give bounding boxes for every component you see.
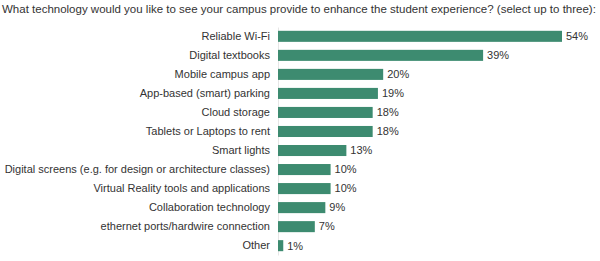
bar <box>278 183 331 194</box>
data-label: 1% <box>287 240 303 252</box>
bar <box>278 240 283 251</box>
bar <box>278 164 331 175</box>
bar <box>278 126 373 137</box>
plot: Reliable Wi-Fi Digital textbooks Mobile ca… <box>5 28 589 256</box>
tick: App-based (smart) parking <box>140 87 270 99</box>
data-label: 10% <box>335 163 357 175</box>
data-label: 7% <box>319 220 335 232</box>
y-axis: Reliable Wi-Fi Digital textbooks Mobile ca… <box>5 28 279 256</box>
data-label: 39% <box>487 49 509 61</box>
tick-label: Digital screens (e.g. for design or arch… <box>5 163 270 175</box>
data-label: 18% <box>377 106 399 118</box>
tick-label: Digital textbooks <box>189 49 270 61</box>
tick: Reliable Wi-Fi <box>202 30 270 42</box>
data-label: 13% <box>350 144 372 156</box>
tick-label: Virtual Reality tools and applications <box>93 182 270 194</box>
tick-label: Tablets or Laptops to rent <box>146 125 270 137</box>
tick: Digital textbooks <box>189 49 270 61</box>
bar <box>278 50 483 61</box>
tick: Mobile campus app <box>175 68 270 80</box>
tick: ethernet ports/hardwire connection <box>101 220 270 232</box>
title: What technology would you like to see yo… <box>2 3 596 15</box>
bar <box>278 69 383 80</box>
tick-label: Reliable Wi-Fi <box>202 30 270 42</box>
data-label: 10% <box>335 182 357 194</box>
bar <box>278 88 378 99</box>
bar <box>278 31 562 42</box>
tick: Collaboration technology <box>149 201 271 213</box>
tick-label: Smart lights <box>212 144 271 156</box>
data-label: 20% <box>387 68 409 80</box>
tick: Digital screens (e.g. for design or arch… <box>5 163 270 175</box>
tick: Other <box>242 239 270 251</box>
tick: Smart lights <box>212 144 271 156</box>
chart: What technology would you like to see yo… <box>0 0 600 261</box>
tick-label: ethernet ports/hardwire connection <box>101 220 270 232</box>
bar <box>278 202 325 213</box>
bar <box>278 221 315 232</box>
data-label: 18% <box>377 125 399 137</box>
data-labels: 54% 39% 20% 19% 18% 18% 13% 10% 10% 9% 7% 1% <box>287 30 588 251</box>
bar <box>278 107 373 118</box>
tick-label: Cloud storage <box>202 106 271 118</box>
tick-label: Other <box>242 239 270 251</box>
tick: Virtual Reality tools and applications <box>93 182 270 194</box>
bar <box>278 145 346 156</box>
tick-label: Collaboration technology <box>149 201 271 213</box>
bars <box>278 31 562 251</box>
data-label: 19% <box>382 87 404 99</box>
tick: Cloud storage <box>202 106 271 118</box>
tick: Tablets or Laptops to rent <box>146 125 270 137</box>
tick-label: Mobile campus app <box>175 68 270 80</box>
tick-label: App-based (smart) parking <box>140 87 270 99</box>
data-label: 54% <box>566 30 588 42</box>
data-label: 9% <box>329 201 345 213</box>
